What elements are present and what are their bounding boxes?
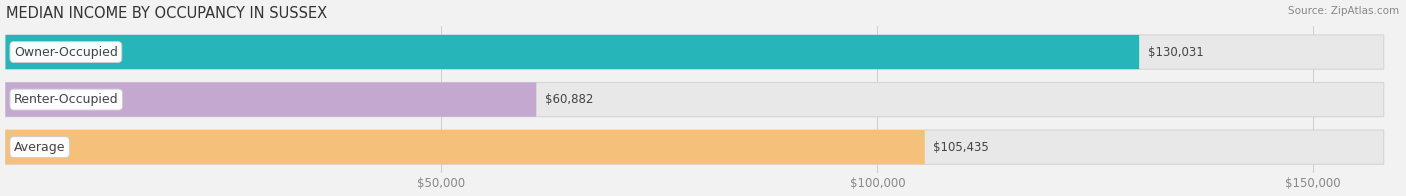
FancyBboxPatch shape [6, 83, 536, 117]
Text: Owner-Occupied: Owner-Occupied [14, 45, 118, 59]
Text: $130,031: $130,031 [1147, 45, 1204, 59]
Text: $60,882: $60,882 [544, 93, 593, 106]
Text: Renter-Occupied: Renter-Occupied [14, 93, 118, 106]
Text: Source: ZipAtlas.com: Source: ZipAtlas.com [1288, 6, 1399, 16]
Text: MEDIAN INCOME BY OCCUPANCY IN SUSSEX: MEDIAN INCOME BY OCCUPANCY IN SUSSEX [6, 5, 326, 21]
FancyBboxPatch shape [6, 83, 1384, 117]
Text: $105,435: $105,435 [934, 141, 988, 154]
FancyBboxPatch shape [6, 130, 925, 164]
FancyBboxPatch shape [6, 35, 1384, 69]
FancyBboxPatch shape [6, 35, 1139, 69]
Text: Average: Average [14, 141, 66, 154]
FancyBboxPatch shape [6, 130, 1384, 164]
